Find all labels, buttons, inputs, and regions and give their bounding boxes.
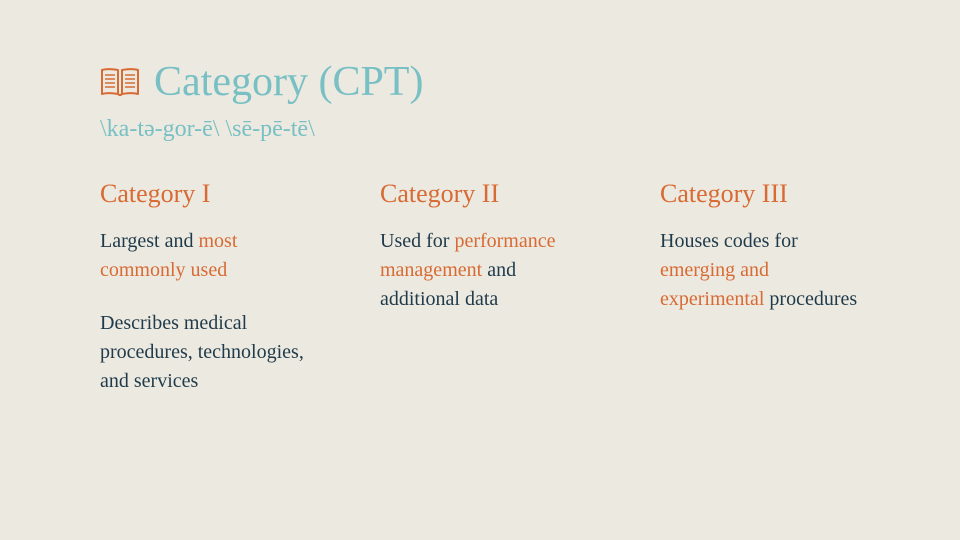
body-text: Used for (380, 230, 454, 252)
body-text: Houses codes for (660, 230, 798, 252)
column-body: Used for performance management and addi… (380, 227, 590, 314)
column-body: Largest and most commonly used Describes … (100, 227, 310, 396)
header: Category (CPT) (100, 58, 870, 106)
column-title: Category III (660, 179, 870, 209)
columns-container: Category I Largest and most commonly used… (100, 179, 870, 396)
column-body: Houses codes for emerging and experiment… (660, 227, 870, 314)
body-text: procedures (764, 288, 857, 310)
column-title: Category I (100, 179, 310, 209)
highlight-text: emerging and experimental (660, 259, 769, 310)
book-open-icon (100, 67, 140, 97)
column-paragraph: Used for performance management and addi… (380, 227, 590, 314)
column-2: Category II Used for performance manageme… (380, 179, 590, 396)
body-text: Largest and (100, 230, 199, 252)
column-1: Category I Largest and most commonly used… (100, 179, 310, 396)
page-title: Category (CPT) (154, 58, 423, 106)
column-title: Category II (380, 179, 590, 209)
pronunciation-text: \ka-tə-gor-ē\ \sē-pē-tē\ (100, 116, 870, 143)
column-paragraph: Houses codes for emerging and experiment… (660, 227, 870, 314)
column-paragraph: Largest and most commonly used (100, 227, 310, 285)
column-paragraph: Describes medical procedures, technologi… (100, 309, 310, 396)
body-text: Describes medical procedures, technologi… (100, 312, 304, 392)
column-3: Category III Houses codes for emerging an… (660, 179, 870, 396)
